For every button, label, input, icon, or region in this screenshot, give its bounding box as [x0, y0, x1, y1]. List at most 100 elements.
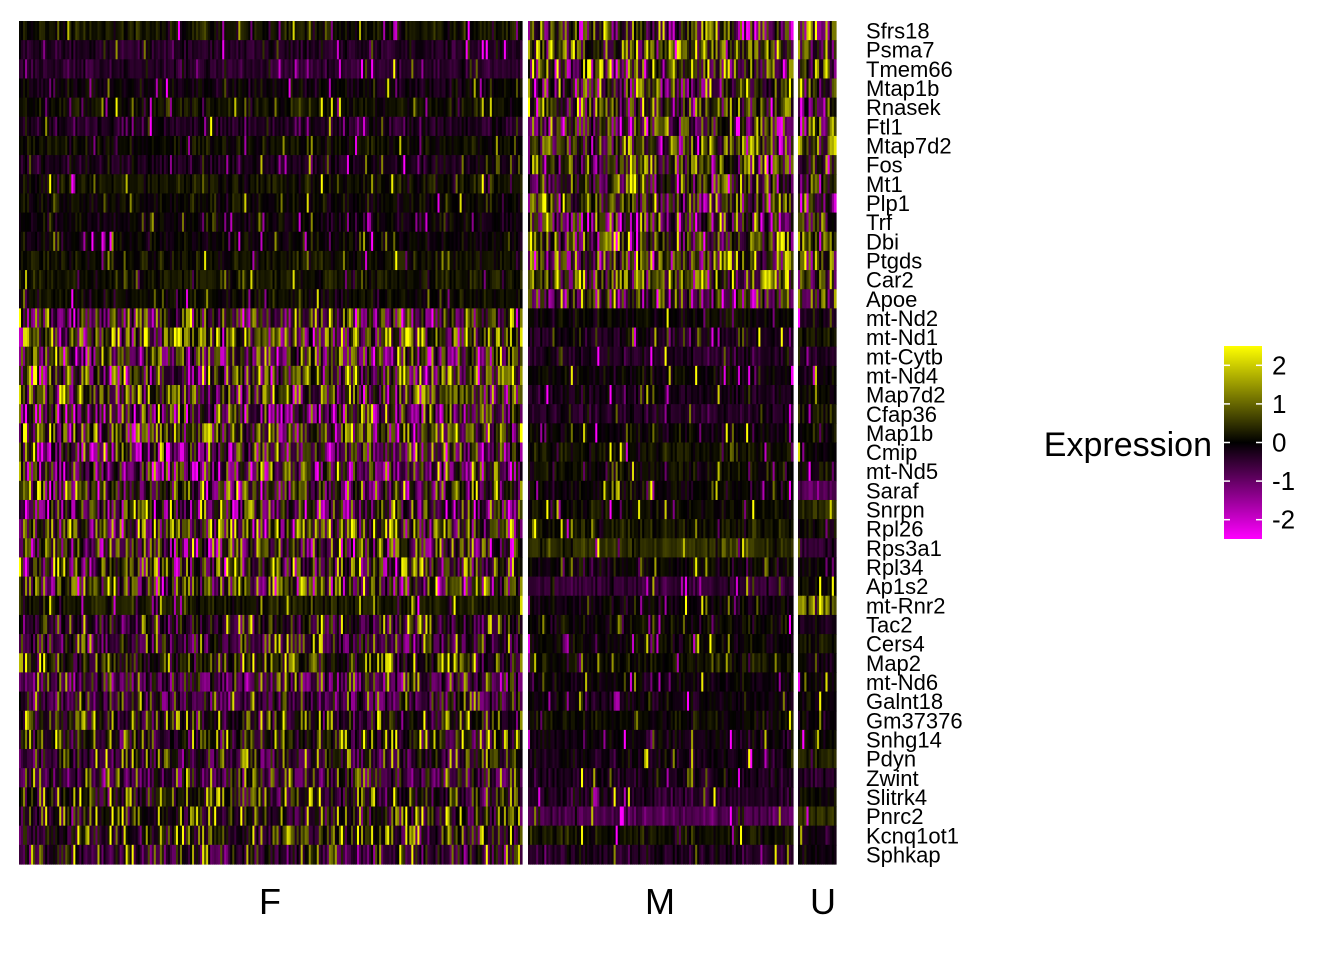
heatmap-cell — [505, 40, 509, 60]
heatmap-cell — [417, 250, 420, 271]
heatmap-cell — [59, 327, 62, 348]
heatmap-cell — [403, 385, 406, 405]
heatmap-cell — [355, 21, 358, 41]
heatmap-cell — [250, 308, 253, 329]
heatmap-cell — [340, 270, 344, 290]
heatmap-cell — [258, 212, 262, 233]
heatmap-cell — [274, 21, 278, 41]
heatmap-cell — [453, 346, 457, 367]
heatmap-cell — [324, 270, 328, 290]
heatmap-cell — [117, 327, 121, 348]
heatmap-cell — [133, 78, 137, 99]
heatmap-cell — [260, 289, 264, 309]
heatmap-cell — [346, 365, 350, 386]
heatmap-cell — [421, 193, 425, 214]
heatmap-cell — [25, 78, 28, 99]
heatmap-cell — [75, 289, 78, 309]
heatmap-cell — [141, 135, 145, 156]
heatmap-cell — [274, 116, 278, 137]
heatmap-cell — [210, 365, 213, 386]
heatmap-cell — [320, 78, 324, 99]
heatmap-cell — [459, 308, 463, 329]
heatmap-cell — [41, 385, 44, 405]
heatmap-cell — [443, 346, 447, 367]
heatmap-cell — [284, 346, 288, 367]
heatmap-cell — [417, 385, 420, 405]
heatmap-cell — [381, 365, 384, 386]
heatmap-cell — [515, 327, 519, 348]
heatmap-cell — [41, 346, 44, 367]
heatmap-cell — [202, 59, 205, 80]
heatmap-cell — [391, 289, 394, 309]
heatmap-cell — [21, 155, 24, 175]
heatmap-cell — [161, 193, 165, 214]
heatmap-cell — [198, 346, 201, 367]
heatmap-cell — [45, 40, 48, 60]
heatmap-cell — [91, 155, 95, 175]
heatmap-cell — [405, 327, 408, 348]
heatmap-cell — [290, 97, 294, 118]
heatmap-cell — [49, 174, 52, 195]
heatmap-cell — [437, 78, 441, 99]
heatmap-cell — [250, 365, 253, 386]
heatmap-cell — [302, 270, 306, 290]
heatmap-cell — [218, 155, 221, 175]
heatmap-cell — [397, 116, 400, 137]
heatmap-cell — [27, 250, 30, 271]
heatmap-cell — [411, 365, 414, 386]
heatmap-cell — [513, 193, 517, 214]
heatmap-cell — [125, 174, 129, 195]
heatmap-cell — [79, 116, 82, 137]
heatmap-cell — [109, 327, 113, 348]
heatmap-cell — [381, 21, 384, 41]
heatmap-cell — [407, 231, 410, 252]
heatmap-cell — [433, 174, 437, 195]
heatmap-cell — [202, 346, 205, 367]
heatmap-cell — [242, 231, 245, 252]
heatmap-cell — [238, 135, 241, 156]
heatmap-cell — [304, 135, 308, 156]
heatmap-cell — [304, 212, 308, 233]
heatmap-cell — [117, 385, 121, 405]
heatmap-cell — [302, 135, 306, 156]
heatmap-cell — [439, 78, 443, 99]
heatmap-cell — [39, 327, 42, 348]
heatmap-cell — [93, 308, 97, 329]
heatmap-cell — [192, 308, 195, 329]
heatmap-cell — [292, 289, 296, 309]
heatmap-cell — [491, 346, 495, 367]
heatmap-cell — [35, 21, 38, 41]
heatmap-cell — [89, 116, 93, 137]
heatmap-cell — [220, 40, 223, 60]
heatmap-cell — [71, 135, 74, 156]
heatmap-cell — [419, 365, 422, 386]
heatmap-cell — [357, 135, 360, 156]
heatmap-cell — [407, 78, 410, 99]
heatmap-cell — [324, 97, 328, 118]
heatmap-cell — [99, 289, 103, 309]
heatmap-cell — [93, 155, 97, 175]
heatmap-cell — [161, 289, 165, 309]
heatmap-cell — [407, 174, 410, 195]
heatmap-cell — [298, 308, 302, 329]
heatmap-cell — [461, 385, 465, 405]
heatmap-cell — [200, 289, 203, 309]
heatmap-cell — [487, 174, 491, 195]
heatmap-cell — [485, 21, 489, 41]
heatmap-cell — [248, 346, 251, 367]
heatmap-cell — [417, 135, 420, 156]
heatmap-cell — [435, 270, 439, 290]
heatmap-cell — [377, 308, 380, 329]
heatmap-cell — [190, 78, 193, 99]
heatmap-cell — [165, 40, 169, 60]
heatmap-cell — [465, 97, 469, 118]
heatmap-cell — [284, 21, 288, 41]
heatmap-cell — [250, 155, 253, 175]
heatmap-cell — [475, 155, 479, 175]
heatmap-cell — [196, 212, 199, 233]
heatmap-cell — [507, 289, 511, 309]
heatmap-cell — [236, 40, 239, 60]
heatmap-cell — [133, 135, 137, 156]
heatmap-cell — [336, 78, 340, 99]
heatmap-cell — [79, 135, 82, 156]
